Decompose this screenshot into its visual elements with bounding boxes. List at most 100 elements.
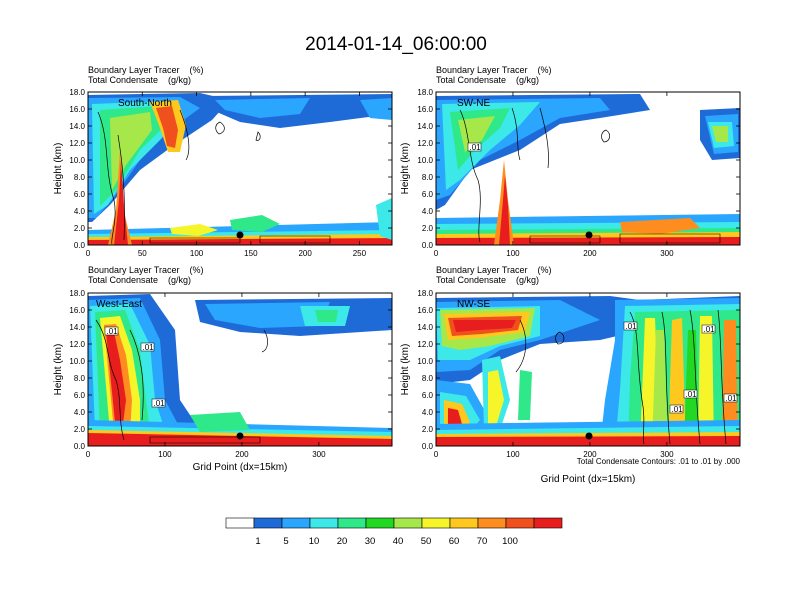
plot-frame xyxy=(87,91,393,246)
x-tick-label: 300 xyxy=(660,450,674,459)
y-tick-label: 2.0 xyxy=(422,425,434,434)
colorbar-swatch xyxy=(337,517,367,529)
y-tick-label: 0.0 xyxy=(74,442,86,451)
heatmap-field xyxy=(88,93,392,245)
contour-label: .01 xyxy=(470,143,482,152)
y-tick-label: 0.0 xyxy=(74,241,86,250)
y-tick-label: 10.0 xyxy=(417,357,433,366)
x-axis-label: Grid Point (dx=15km) xyxy=(541,474,636,485)
x-axis-label: Grid Point (dx=15km) xyxy=(193,462,288,473)
y-tick-label: 10.0 xyxy=(69,357,85,366)
y-tick-label: 12.0 xyxy=(417,139,433,148)
location-marker xyxy=(236,432,244,440)
y-tick-label: 14.0 xyxy=(69,323,85,332)
y-tick-label: 10.0 xyxy=(69,156,85,165)
y-tick-label: 4.0 xyxy=(74,408,86,417)
y-tick-label: 8.0 xyxy=(422,374,434,383)
location-marker xyxy=(585,231,593,239)
y-tick-label: 4.0 xyxy=(74,207,86,216)
y-tick-label: 8.0 xyxy=(422,173,434,182)
colorbar-swatch xyxy=(477,517,507,529)
x-tick-label: 300 xyxy=(312,450,326,459)
panel-sw-ne: Boundary Layer Tracer (%) Total Condensa… xyxy=(400,65,741,258)
colorbar-label: 50 xyxy=(421,536,432,547)
colorbar-label: 100 xyxy=(502,536,518,547)
panel-label-line1: Boundary Layer Tracer (%) xyxy=(436,265,552,275)
colorbar-swatch xyxy=(365,517,395,529)
y-tick-label: 8.0 xyxy=(74,374,86,383)
x-tick-label: 200 xyxy=(235,450,249,459)
y-tick-label: 6.0 xyxy=(74,391,86,400)
y-tick-label: 14.0 xyxy=(417,323,433,332)
colorbar-label: 60 xyxy=(449,536,460,547)
colorbar-label: 40 xyxy=(393,536,404,547)
contour-label: .01 xyxy=(672,405,684,414)
y-axis-label: Height (km) xyxy=(53,344,64,396)
y-axis-label: Height (km) xyxy=(53,143,64,195)
panel-label-line2: Total Condensate (g/kg) xyxy=(436,275,539,285)
panel-name: South-North xyxy=(118,98,172,109)
x-tick-label: 0 xyxy=(86,249,91,258)
colorbar-label: 70 xyxy=(477,536,488,547)
y-tick-label: 6.0 xyxy=(422,190,434,199)
x-tick-label: 0 xyxy=(434,450,439,459)
main-title: 2014-01-14_06:00:00 xyxy=(305,34,487,55)
plot-frame xyxy=(435,292,741,447)
y-tick-label: 0.0 xyxy=(422,442,434,451)
y-tick-label: 18.0 xyxy=(417,88,433,97)
colorbar-label: 20 xyxy=(337,536,348,547)
panel-name: West-East xyxy=(96,299,142,310)
colorbar-swatch xyxy=(225,517,255,529)
plot-frame xyxy=(435,91,741,246)
panel-label-line2: Total Condensate (g/kg) xyxy=(436,75,539,85)
x-tick-label: 0 xyxy=(86,450,91,459)
y-tick-label: 2.0 xyxy=(422,224,434,233)
x-tick-label: 200 xyxy=(583,249,597,258)
x-tick-label: 200 xyxy=(298,249,312,258)
y-tick-label: 14.0 xyxy=(417,122,433,131)
colorbar-swatch xyxy=(253,517,283,529)
y-tick-label: 6.0 xyxy=(422,391,434,400)
x-tick-label: 250 xyxy=(353,249,367,258)
panel-name: NW-SE xyxy=(457,299,490,310)
x-tick-label: 300 xyxy=(660,249,674,258)
panel-label-line2: Total Condensate (g/kg) xyxy=(88,275,191,285)
contour-label: .01 xyxy=(143,343,155,352)
colorbar: 1 5 10 20 30 40 50 60 70 100 xyxy=(225,517,563,547)
x-tick-label: 100 xyxy=(158,450,172,459)
colorbar-label: 1 xyxy=(255,536,260,547)
y-tick-label: 10.0 xyxy=(417,156,433,165)
colorbar-label: 30 xyxy=(365,536,376,547)
x-tick-label: 50 xyxy=(138,249,147,258)
contour-label: .01 xyxy=(154,399,166,408)
panel-label-line1: Boundary Layer Tracer (%) xyxy=(88,65,204,75)
y-tick-label: 16.0 xyxy=(69,105,85,114)
x-tick-label: 200 xyxy=(583,450,597,459)
y-tick-label: 12.0 xyxy=(69,139,85,148)
heatmap-field: .01 xyxy=(436,94,740,245)
colorbar-label: 10 xyxy=(309,536,320,547)
y-tick-label: 6.0 xyxy=(74,190,86,199)
y-tick-label: 2.0 xyxy=(74,425,86,434)
panel-label-line2: Total Condensate (g/kg) xyxy=(88,75,191,85)
y-tick-label: 8.0 xyxy=(74,173,86,182)
x-tick-label: 150 xyxy=(244,249,258,258)
y-tick-label: 0.0 xyxy=(422,241,434,250)
y-tick-label: 12.0 xyxy=(69,340,85,349)
y-tick-label: 18.0 xyxy=(69,289,85,298)
y-tick-label: 2.0 xyxy=(74,224,86,233)
y-tick-label: 14.0 xyxy=(69,122,85,131)
colorbar-swatch xyxy=(533,517,563,529)
x-tick-label: 0 xyxy=(434,249,439,258)
heatmap-field: .01 .01 .01 .01 .01 xyxy=(436,296,740,446)
y-axis-label: Height (km) xyxy=(400,143,411,195)
y-tick-label: 4.0 xyxy=(422,207,434,216)
x-tick-label: 100 xyxy=(506,249,520,258)
colorbar-swatch xyxy=(421,517,451,529)
panel-west-east: Boundary Layer Tracer (%) Total Condensa… xyxy=(53,265,393,473)
colorbar-swatch xyxy=(309,517,339,529)
plot-frame xyxy=(87,292,393,447)
y-tick-label: 4.0 xyxy=(422,408,434,417)
location-marker xyxy=(585,432,593,440)
colorbar-label: 5 xyxy=(283,536,288,547)
